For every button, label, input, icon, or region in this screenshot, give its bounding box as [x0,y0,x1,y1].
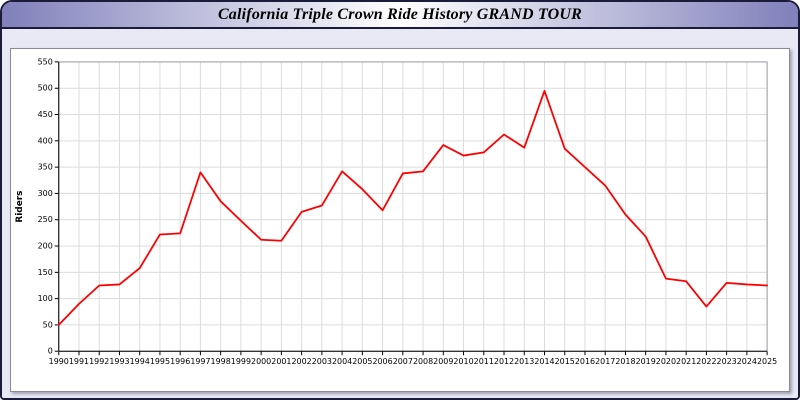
svg-text:2007: 2007 [393,357,413,366]
svg-text:2006: 2006 [372,357,392,366]
svg-text:0: 0 [48,347,53,356]
svg-text:1996: 1996 [170,357,190,366]
svg-text:1995: 1995 [150,357,170,366]
svg-text:50: 50 [43,320,53,329]
svg-text:2005: 2005 [352,357,372,366]
chart-area: 0 50 100 150 200 250 300 350 400 450 500 550 1990 199… [2,29,798,398]
svg-text:2020: 2020 [656,357,676,366]
svg-text:2012: 2012 [494,357,514,366]
svg-text:2025: 2025 [757,357,777,366]
svg-text:100: 100 [38,294,53,303]
svg-text:2018: 2018 [615,357,635,366]
svg-text:2021: 2021 [676,357,696,366]
svg-text:1992: 1992 [89,357,109,366]
svg-text:2008: 2008 [413,357,433,366]
title-bar: California Triple Crown Ride History GRA… [2,2,798,29]
svg-text:2015: 2015 [555,357,575,366]
svg-text:1997: 1997 [190,357,210,366]
svg-text:2000: 2000 [251,357,271,366]
svg-text:2024: 2024 [737,357,757,366]
svg-text:2023: 2023 [717,357,737,366]
svg-text:2003: 2003 [312,357,332,366]
svg-text:200: 200 [38,242,53,251]
svg-text:2009: 2009 [433,357,453,366]
svg-text:2022: 2022 [696,357,716,366]
svg-text:400: 400 [38,136,53,145]
svg-text:2016: 2016 [575,357,595,366]
svg-text:2004: 2004 [332,357,352,366]
svg-text:2002: 2002 [292,357,312,366]
svg-text:1990: 1990 [49,357,69,366]
svg-text:150: 150 [38,268,53,277]
svg-text:2010: 2010 [453,357,473,366]
svg-text:1991: 1991 [69,357,89,366]
svg-text:550: 550 [38,57,53,66]
svg-text:1999: 1999 [231,357,251,366]
svg-text:2014: 2014 [534,357,554,366]
svg-text:2017: 2017 [595,357,615,366]
svg-text:2001: 2001 [271,357,291,366]
svg-text:2011: 2011 [474,357,494,366]
svg-text:1998: 1998 [211,357,231,366]
svg-text:500: 500 [38,84,53,93]
svg-text:450: 450 [38,110,53,119]
window-title: California Triple Crown Ride History GRA… [217,5,583,23]
svg-text:300: 300 [38,189,53,198]
svg-text:Riders: Riders [15,191,25,223]
svg-text:250: 250 [38,215,53,224]
svg-text:350: 350 [38,163,53,172]
svg-text:2013: 2013 [514,357,534,366]
svg-text:1994: 1994 [130,357,150,366]
svg-text:2019: 2019 [636,357,656,366]
svg-text:1993: 1993 [109,357,129,366]
chart-panel: 0 50 100 150 200 250 300 350 400 450 500 550 1990 199… [10,48,790,392]
